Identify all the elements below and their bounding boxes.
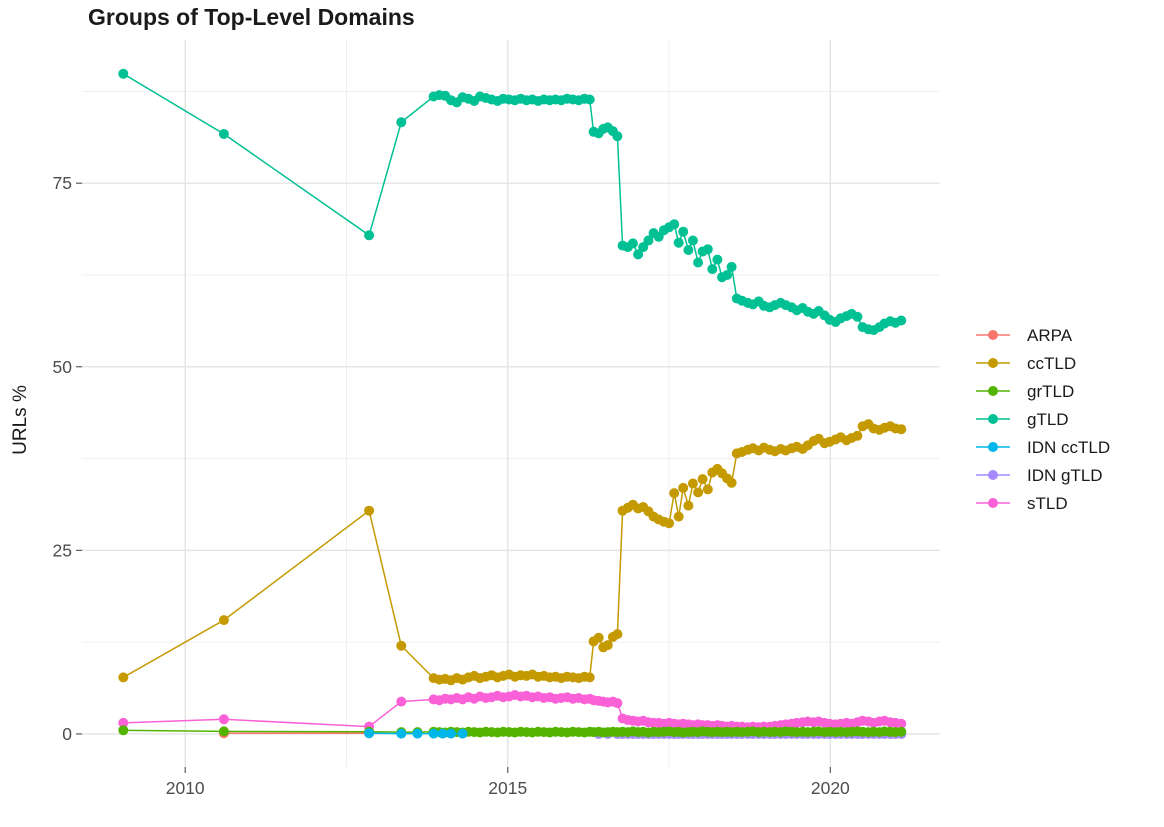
legend-key-dot (988, 358, 998, 368)
legend-label: IDN ccTLD (1027, 438, 1110, 457)
legend-label: gTLD (1027, 410, 1069, 429)
series-stld (118, 690, 907, 733)
legend-label: IDN gTLD (1027, 466, 1103, 485)
legend-item-stld: sTLD (976, 494, 1068, 513)
legend-item-arpa: ARPA (976, 326, 1073, 345)
y-tick-label: 0 (62, 724, 72, 744)
x-tick-label: 2015 (488, 778, 527, 798)
series-grtld (118, 725, 907, 738)
legend-item-grtld: grTLD (976, 382, 1074, 401)
legend-item-cctld: ccTLD (976, 354, 1076, 373)
legend: ARPA ccTLD grTLD gTLD IDN ccTLD IDN gTLD sTLD (976, 326, 1110, 513)
legend-key-dot (988, 330, 998, 340)
y-tick-label: 25 (53, 540, 72, 560)
legend-label: ccTLD (1027, 354, 1076, 373)
legend-item-idn-cctld: IDN ccTLD (976, 438, 1110, 457)
series-cctld (118, 419, 907, 686)
x-tick-label: 2010 (166, 778, 205, 798)
legend-key-dot (988, 442, 998, 452)
legend-key-dot (988, 414, 998, 424)
axes: 2010 2015 2020 0 25 50 75 (53, 173, 851, 798)
legend-label: sTLD (1027, 494, 1068, 513)
grid-minor (82, 40, 940, 767)
legend-label: grTLD (1027, 382, 1074, 401)
grid-major (82, 40, 940, 767)
legend-key-dot (988, 470, 998, 480)
series-arpa (218, 728, 375, 739)
y-tick-label: 50 (53, 357, 73, 377)
legend-label: ARPA (1027, 326, 1073, 345)
series-gtld (118, 68, 907, 336)
legend-key-dot (988, 386, 998, 396)
x-tick-label: 2020 (811, 778, 850, 798)
series-idn-cctld (364, 728, 468, 739)
chart-title: Groups of Top-Level Domains (88, 4, 415, 30)
legend-key-dot (988, 498, 998, 508)
legend-item-idn-gtld: IDN gTLD (976, 466, 1103, 485)
y-axis-title: URLs % (10, 385, 31, 455)
y-tick-label: 75 (53, 173, 72, 193)
legend-item-gtld: gTLD (976, 410, 1069, 429)
